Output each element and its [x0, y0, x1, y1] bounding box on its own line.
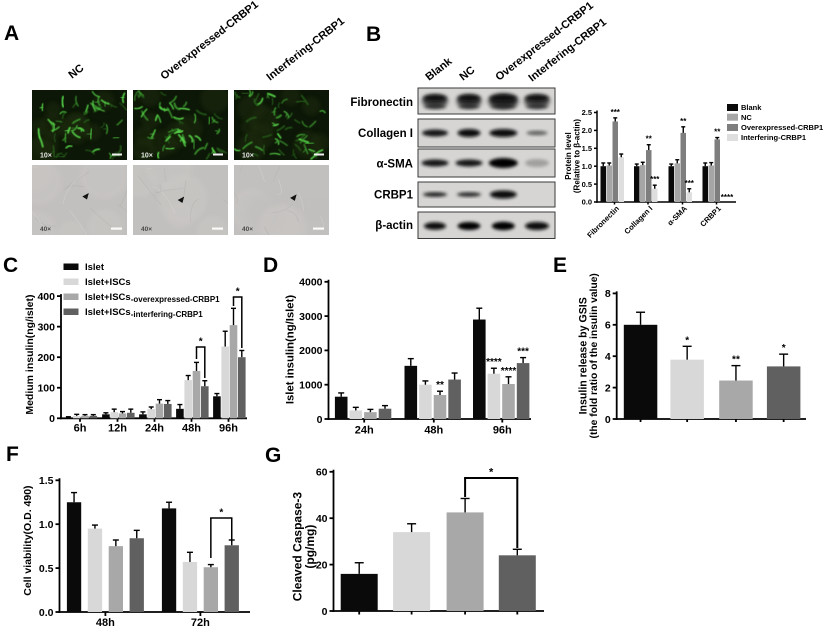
svg-text:8: 8 — [605, 288, 611, 300]
svg-text:12h: 12h — [108, 423, 127, 435]
svg-text:B: B — [366, 23, 381, 46]
svg-text:*: * — [199, 337, 203, 348]
svg-text:Islet+ISCs-interfering-CRBP1: Islet+ISCs-interfering-CRBP1 — [85, 307, 203, 319]
svg-text:40: 40 — [316, 513, 328, 525]
svg-text:**: ** — [680, 117, 687, 126]
svg-text:0: 0 — [49, 413, 55, 425]
svg-text:Islet+ISCs: Islet+ISCs — [85, 277, 131, 288]
svg-text:Cell viability(O.D. 490): Cell viability(O.D. 490) — [22, 485, 34, 595]
svg-text:1.0: 1.0 — [582, 162, 592, 171]
svg-text:****: **** — [486, 357, 502, 368]
svg-text:10×: 10× — [141, 153, 153, 160]
svg-text:0.0: 0.0 — [39, 607, 54, 619]
svg-text:40×: 40× — [40, 226, 51, 233]
svg-text:Islet insulin(ng/Islet): Islet insulin(ng/Islet) — [285, 295, 297, 404]
svg-text:Fibronectin: Fibronectin — [350, 97, 413, 109]
svg-text:0: 0 — [317, 414, 323, 426]
svg-text:Medium insulin(ng/islet): Medium insulin(ng/islet) — [24, 295, 36, 415]
svg-text:E: E — [553, 254, 567, 277]
svg-text:1.5: 1.5 — [582, 144, 592, 153]
svg-text:6: 6 — [605, 320, 611, 332]
svg-text:Overexpressed-CRBP1: Overexpressed-CRBP1 — [741, 123, 823, 132]
svg-text:Interfering-CRBP1: Interfering-CRBP1 — [741, 133, 806, 142]
svg-text:*: * — [782, 343, 786, 354]
svg-text:(pg/mg): (pg/mg) — [303, 525, 317, 569]
svg-text:40×: 40× — [141, 226, 152, 233]
svg-text:**: ** — [436, 380, 444, 391]
svg-text:α-SMA: α-SMA — [377, 159, 413, 171]
svg-text:3000: 3000 — [299, 311, 323, 323]
svg-text:2000: 2000 — [299, 345, 323, 357]
svg-text:1000: 1000 — [299, 379, 323, 391]
svg-text:24h: 24h — [355, 425, 374, 437]
svg-text:F: F — [6, 443, 19, 466]
svg-text:300: 300 — [37, 321, 55, 333]
svg-text:Blank: Blank — [741, 103, 762, 112]
svg-text:Islet: Islet — [85, 262, 105, 273]
svg-text:72h: 72h — [191, 617, 210, 629]
svg-text:*: * — [219, 508, 223, 519]
svg-text:400: 400 — [37, 291, 55, 303]
svg-text:Collagen I: Collagen I — [358, 128, 413, 140]
svg-text:0.5: 0.5 — [39, 563, 54, 575]
svg-text:40×: 40× — [242, 226, 253, 233]
svg-text:96h: 96h — [493, 425, 512, 437]
svg-text:48h: 48h — [182, 423, 201, 435]
svg-text:20: 20 — [316, 559, 328, 571]
svg-text:**: ** — [714, 128, 721, 137]
svg-text:Protein level: Protein level — [564, 132, 573, 180]
svg-text:CRBP1: CRBP1 — [374, 190, 414, 202]
svg-text:0: 0 — [322, 606, 328, 618]
svg-text:0.0: 0.0 — [582, 198, 592, 207]
svg-text:*: * — [489, 467, 494, 479]
svg-text:0: 0 — [605, 414, 611, 426]
svg-text:***: *** — [650, 175, 660, 184]
svg-text:2.5: 2.5 — [582, 108, 592, 117]
svg-text:48h: 48h — [424, 425, 443, 437]
svg-text:(the fold ratio of the insulin: (the fold ratio of the insulin value) — [589, 273, 600, 438]
svg-text:(Relative to β-actin): (Relative to β-actin) — [573, 119, 582, 194]
svg-text:48h: 48h — [96, 617, 115, 629]
svg-text:2: 2 — [605, 382, 611, 394]
svg-text:**: ** — [646, 135, 653, 144]
svg-text:****: **** — [721, 193, 734, 202]
svg-text:6h: 6h — [74, 423, 87, 435]
svg-text:100: 100 — [37, 383, 55, 395]
svg-text:1.5: 1.5 — [39, 475, 54, 487]
svg-text:*: * — [685, 335, 689, 346]
svg-text:2.0: 2.0 — [582, 126, 592, 135]
svg-text:0.5: 0.5 — [582, 180, 592, 189]
svg-text:1.0: 1.0 — [39, 519, 54, 531]
svg-text:4: 4 — [605, 351, 611, 363]
svg-text:NC: NC — [741, 113, 752, 122]
svg-text:Cleaved Caspase-3: Cleaved Caspase-3 — [291, 492, 305, 602]
svg-text:***: *** — [517, 347, 529, 358]
svg-text:C: C — [3, 254, 18, 277]
svg-text:*: * — [236, 287, 240, 298]
svg-text:24h: 24h — [145, 423, 164, 435]
svg-text:4000: 4000 — [299, 277, 323, 289]
svg-text:200: 200 — [37, 352, 55, 364]
svg-text:Islet+ISCs-overexpressed-CRBP1: Islet+ISCs-overexpressed-CRBP1 — [85, 292, 220, 304]
svg-text:A: A — [4, 22, 19, 45]
svg-text:D: D — [263, 254, 278, 277]
svg-text:60: 60 — [316, 467, 328, 479]
svg-text:**: ** — [732, 355, 740, 366]
svg-text:10×: 10× — [242, 153, 254, 160]
svg-text:Insulin release by GSIS: Insulin release by GSIS — [578, 297, 590, 414]
svg-text:***: *** — [611, 108, 621, 117]
svg-text:***: *** — [685, 179, 695, 188]
svg-text:G: G — [265, 444, 281, 467]
svg-text:****: **** — [501, 366, 517, 377]
svg-text:10×: 10× — [40, 153, 52, 160]
svg-text:β-actin: β-actin — [375, 220, 413, 232]
svg-text:96h: 96h — [219, 423, 238, 435]
